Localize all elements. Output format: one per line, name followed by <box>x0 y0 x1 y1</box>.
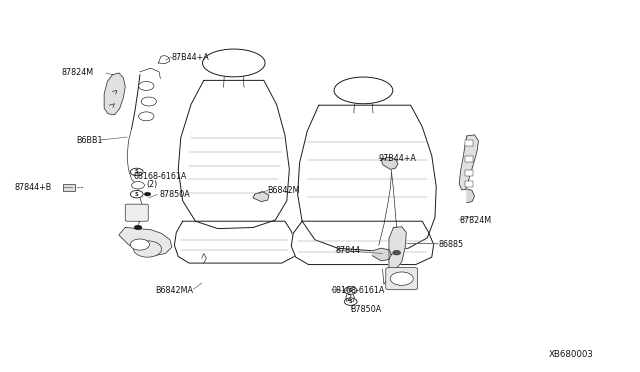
Circle shape <box>139 112 154 121</box>
Circle shape <box>141 97 157 106</box>
Bar <box>465 170 472 176</box>
FancyBboxPatch shape <box>386 267 418 290</box>
Text: 87844: 87844 <box>336 246 361 255</box>
Text: 08168-6161A: 08168-6161A <box>134 172 187 181</box>
FancyBboxPatch shape <box>125 204 148 221</box>
Circle shape <box>393 250 401 255</box>
Text: XB680003: XB680003 <box>548 350 593 359</box>
Text: B6BB1: B6BB1 <box>76 136 102 145</box>
Text: 97B44+A: 97B44+A <box>379 154 417 163</box>
Circle shape <box>131 190 143 198</box>
Circle shape <box>134 241 162 257</box>
Circle shape <box>344 287 357 294</box>
Polygon shape <box>178 80 289 229</box>
Circle shape <box>131 168 143 176</box>
Text: 87824M: 87824M <box>61 68 93 77</box>
Polygon shape <box>174 221 296 263</box>
Text: B6842M: B6842M <box>268 186 300 195</box>
Text: S: S <box>135 169 139 174</box>
Text: S: S <box>135 192 139 197</box>
Text: 87B44+A: 87B44+A <box>172 52 209 61</box>
Text: B6842MA: B6842MA <box>156 286 193 295</box>
Ellipse shape <box>202 49 265 77</box>
Text: (2): (2) <box>344 294 355 303</box>
Polygon shape <box>389 227 406 272</box>
Ellipse shape <box>334 77 393 104</box>
Text: 86885: 86885 <box>438 240 463 249</box>
Polygon shape <box>467 189 474 203</box>
Circle shape <box>134 225 142 230</box>
Polygon shape <box>253 192 269 202</box>
Bar <box>465 156 472 162</box>
Circle shape <box>139 81 154 90</box>
Text: S: S <box>349 288 353 293</box>
Text: 87824M: 87824M <box>460 216 492 225</box>
Polygon shape <box>381 157 398 169</box>
Polygon shape <box>298 105 436 251</box>
Circle shape <box>390 272 413 285</box>
Polygon shape <box>104 73 125 115</box>
Circle shape <box>132 182 145 189</box>
Text: (2): (2) <box>147 180 157 189</box>
Polygon shape <box>372 248 392 261</box>
Polygon shape <box>119 228 172 256</box>
Polygon shape <box>460 135 478 190</box>
Text: B7850A: B7850A <box>351 305 382 314</box>
Text: 08168-6161A: 08168-6161A <box>332 286 385 295</box>
Bar <box>63 184 75 191</box>
Bar <box>465 181 472 187</box>
Circle shape <box>145 192 151 196</box>
Circle shape <box>131 239 150 250</box>
Circle shape <box>344 298 357 305</box>
Text: 87844+B: 87844+B <box>15 183 52 192</box>
Polygon shape <box>291 221 434 264</box>
Text: 87850A: 87850A <box>159 190 190 199</box>
Bar <box>465 140 472 146</box>
Text: S: S <box>349 299 353 304</box>
